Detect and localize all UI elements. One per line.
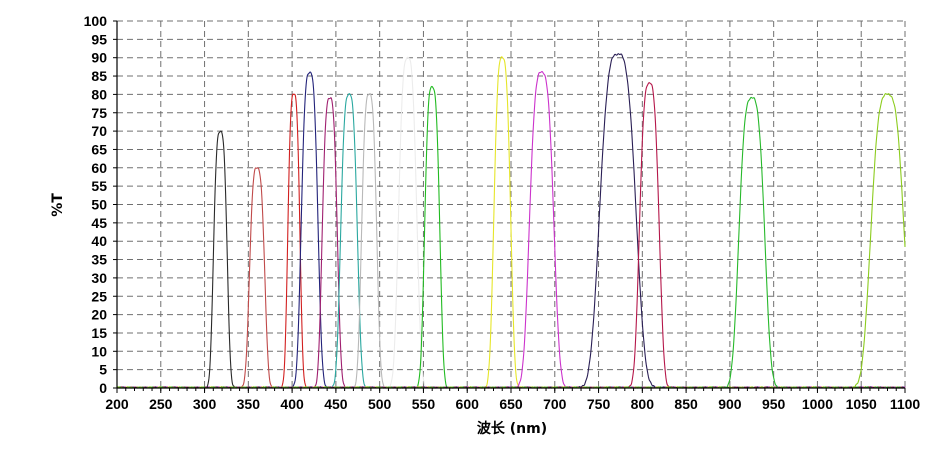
grid bbox=[117, 20, 906, 388]
y-tick-label: 85 bbox=[91, 68, 107, 84]
y-tick-label: 20 bbox=[91, 307, 107, 323]
x-tick-label: 1050 bbox=[846, 396, 877, 412]
x-tick-label: 350 bbox=[237, 396, 261, 412]
axes bbox=[113, 20, 906, 393]
y-tick-label: 30 bbox=[91, 270, 107, 286]
x-tick-label: 300 bbox=[193, 396, 217, 412]
x-tick-label: 700 bbox=[543, 396, 567, 412]
y-tick-label: 60 bbox=[91, 160, 107, 176]
x-tick-label: 1000 bbox=[802, 396, 833, 412]
y-tick-label: 100 bbox=[84, 13, 108, 29]
y-tick-label: 90 bbox=[91, 50, 107, 66]
y-tick-label: 5 bbox=[99, 362, 107, 378]
x-tick-label: 500 bbox=[368, 396, 392, 412]
y-tick-label: 40 bbox=[91, 233, 107, 249]
x-tick-label: 650 bbox=[499, 396, 523, 412]
y-tick-label: 10 bbox=[91, 343, 107, 359]
y-tick-label: 95 bbox=[91, 31, 107, 47]
x-tick-label: 400 bbox=[280, 396, 304, 412]
x-tick-label: 950 bbox=[762, 396, 786, 412]
x-tick-label: 800 bbox=[631, 396, 655, 412]
y-tick-label: 75 bbox=[91, 105, 107, 121]
y-tick-label: 15 bbox=[91, 325, 107, 341]
x-axis-label: 波长 (nm) bbox=[477, 420, 547, 437]
y-tick-label: 25 bbox=[91, 288, 107, 304]
y-tick-label: 80 bbox=[91, 86, 107, 102]
y-tick-labels: 0 5 10 15 20 25 30 35 40 45 50 55 60 65 70 75 80 85 90 95 10… bbox=[84, 13, 108, 396]
y-tick-label: 35 bbox=[91, 252, 107, 268]
y-tick-label: 70 bbox=[91, 123, 107, 139]
x-tick-label: 600 bbox=[456, 396, 480, 412]
x-tick-label: 900 bbox=[718, 396, 742, 412]
y-tick-label: 65 bbox=[91, 141, 107, 157]
x-tick-label: 450 bbox=[324, 396, 348, 412]
y-tick-label: 45 bbox=[91, 215, 107, 231]
y-tick-label: 55 bbox=[91, 178, 107, 194]
x-tick-label: 200 bbox=[105, 396, 129, 412]
x-tick-labels: 200 250 300 350 400 450 500 550 600 650 700 750 800 8… bbox=[105, 396, 920, 412]
x-tick-label: 850 bbox=[674, 396, 698, 412]
y-tick-label: 50 bbox=[91, 197, 107, 213]
x-tick-label: 1100 bbox=[890, 396, 921, 412]
x-tick-label: 550 bbox=[412, 396, 436, 412]
y-tick-label: 0 bbox=[99, 380, 107, 396]
y-axis-label: %T bbox=[50, 193, 66, 217]
x-tick-label: 750 bbox=[587, 396, 611, 412]
x-tick-label: 250 bbox=[149, 396, 173, 412]
